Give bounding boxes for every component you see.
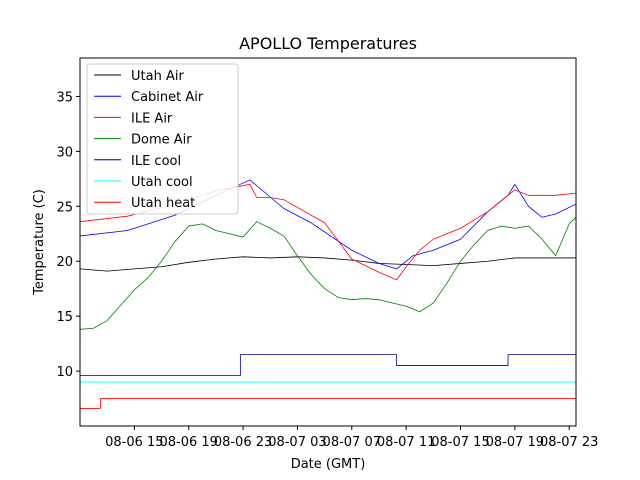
x-tick-label-0: 08-06 15: [105, 435, 163, 450]
y-tick-label-1: 15: [56, 310, 73, 325]
x-tick-label-8: 08-07 23: [540, 435, 598, 450]
y-tick-label-4: 30: [56, 145, 73, 160]
x-axis-label: Date (GMT): [291, 457, 366, 472]
x-tick-label-7: 08-07 19: [486, 435, 544, 450]
x-tick-label-5: 08-07 11: [377, 435, 435, 450]
series-line-utah-heat: [80, 398, 576, 409]
legend-label-2: ILE Air: [131, 111, 173, 126]
series-line-utah-air: [80, 256, 576, 272]
y-tick-label-3: 25: [56, 200, 73, 215]
legend-label-4: ILE cool: [131, 154, 181, 169]
legend-label-1: Cabinet Air: [131, 90, 204, 105]
x-tick-label-3: 08-07 03: [268, 435, 326, 450]
y-axis: 10 15 20 25 30 35: [56, 90, 80, 380]
legend-label-0: Utah Air: [131, 69, 184, 84]
plot-frame: [79, 57, 577, 427]
y-tick-label-5: 35: [56, 90, 73, 105]
legend-box: [86, 63, 239, 215]
legend-label-3: Dome Air: [131, 133, 192, 148]
y-tick-label-0: 10: [56, 365, 73, 380]
y-tick-label-2: 20: [56, 255, 73, 270]
x-tick-label-6: 08-07 15: [431, 435, 489, 450]
chart-title: APOLLO Temperatures: [239, 34, 417, 53]
legend-label-5: Utah cool: [131, 175, 193, 190]
series-line-ile-air: [80, 183, 576, 281]
series-line-ile-cool: [80, 354, 576, 376]
x-tick-label-4: 08-07 07: [323, 435, 381, 450]
legend: Utah Air Cabinet Air ILE Air Dome Air ILE co…: [86, 63, 239, 215]
x-tick-label-2: 08-06 23: [214, 435, 272, 450]
series-line-dome-air: [80, 216, 576, 330]
legend-label-6: Utah heat: [131, 196, 195, 211]
x-tick-label-1: 08-06 19: [159, 435, 217, 450]
y-axis-label: Temperature (C): [32, 189, 47, 296]
